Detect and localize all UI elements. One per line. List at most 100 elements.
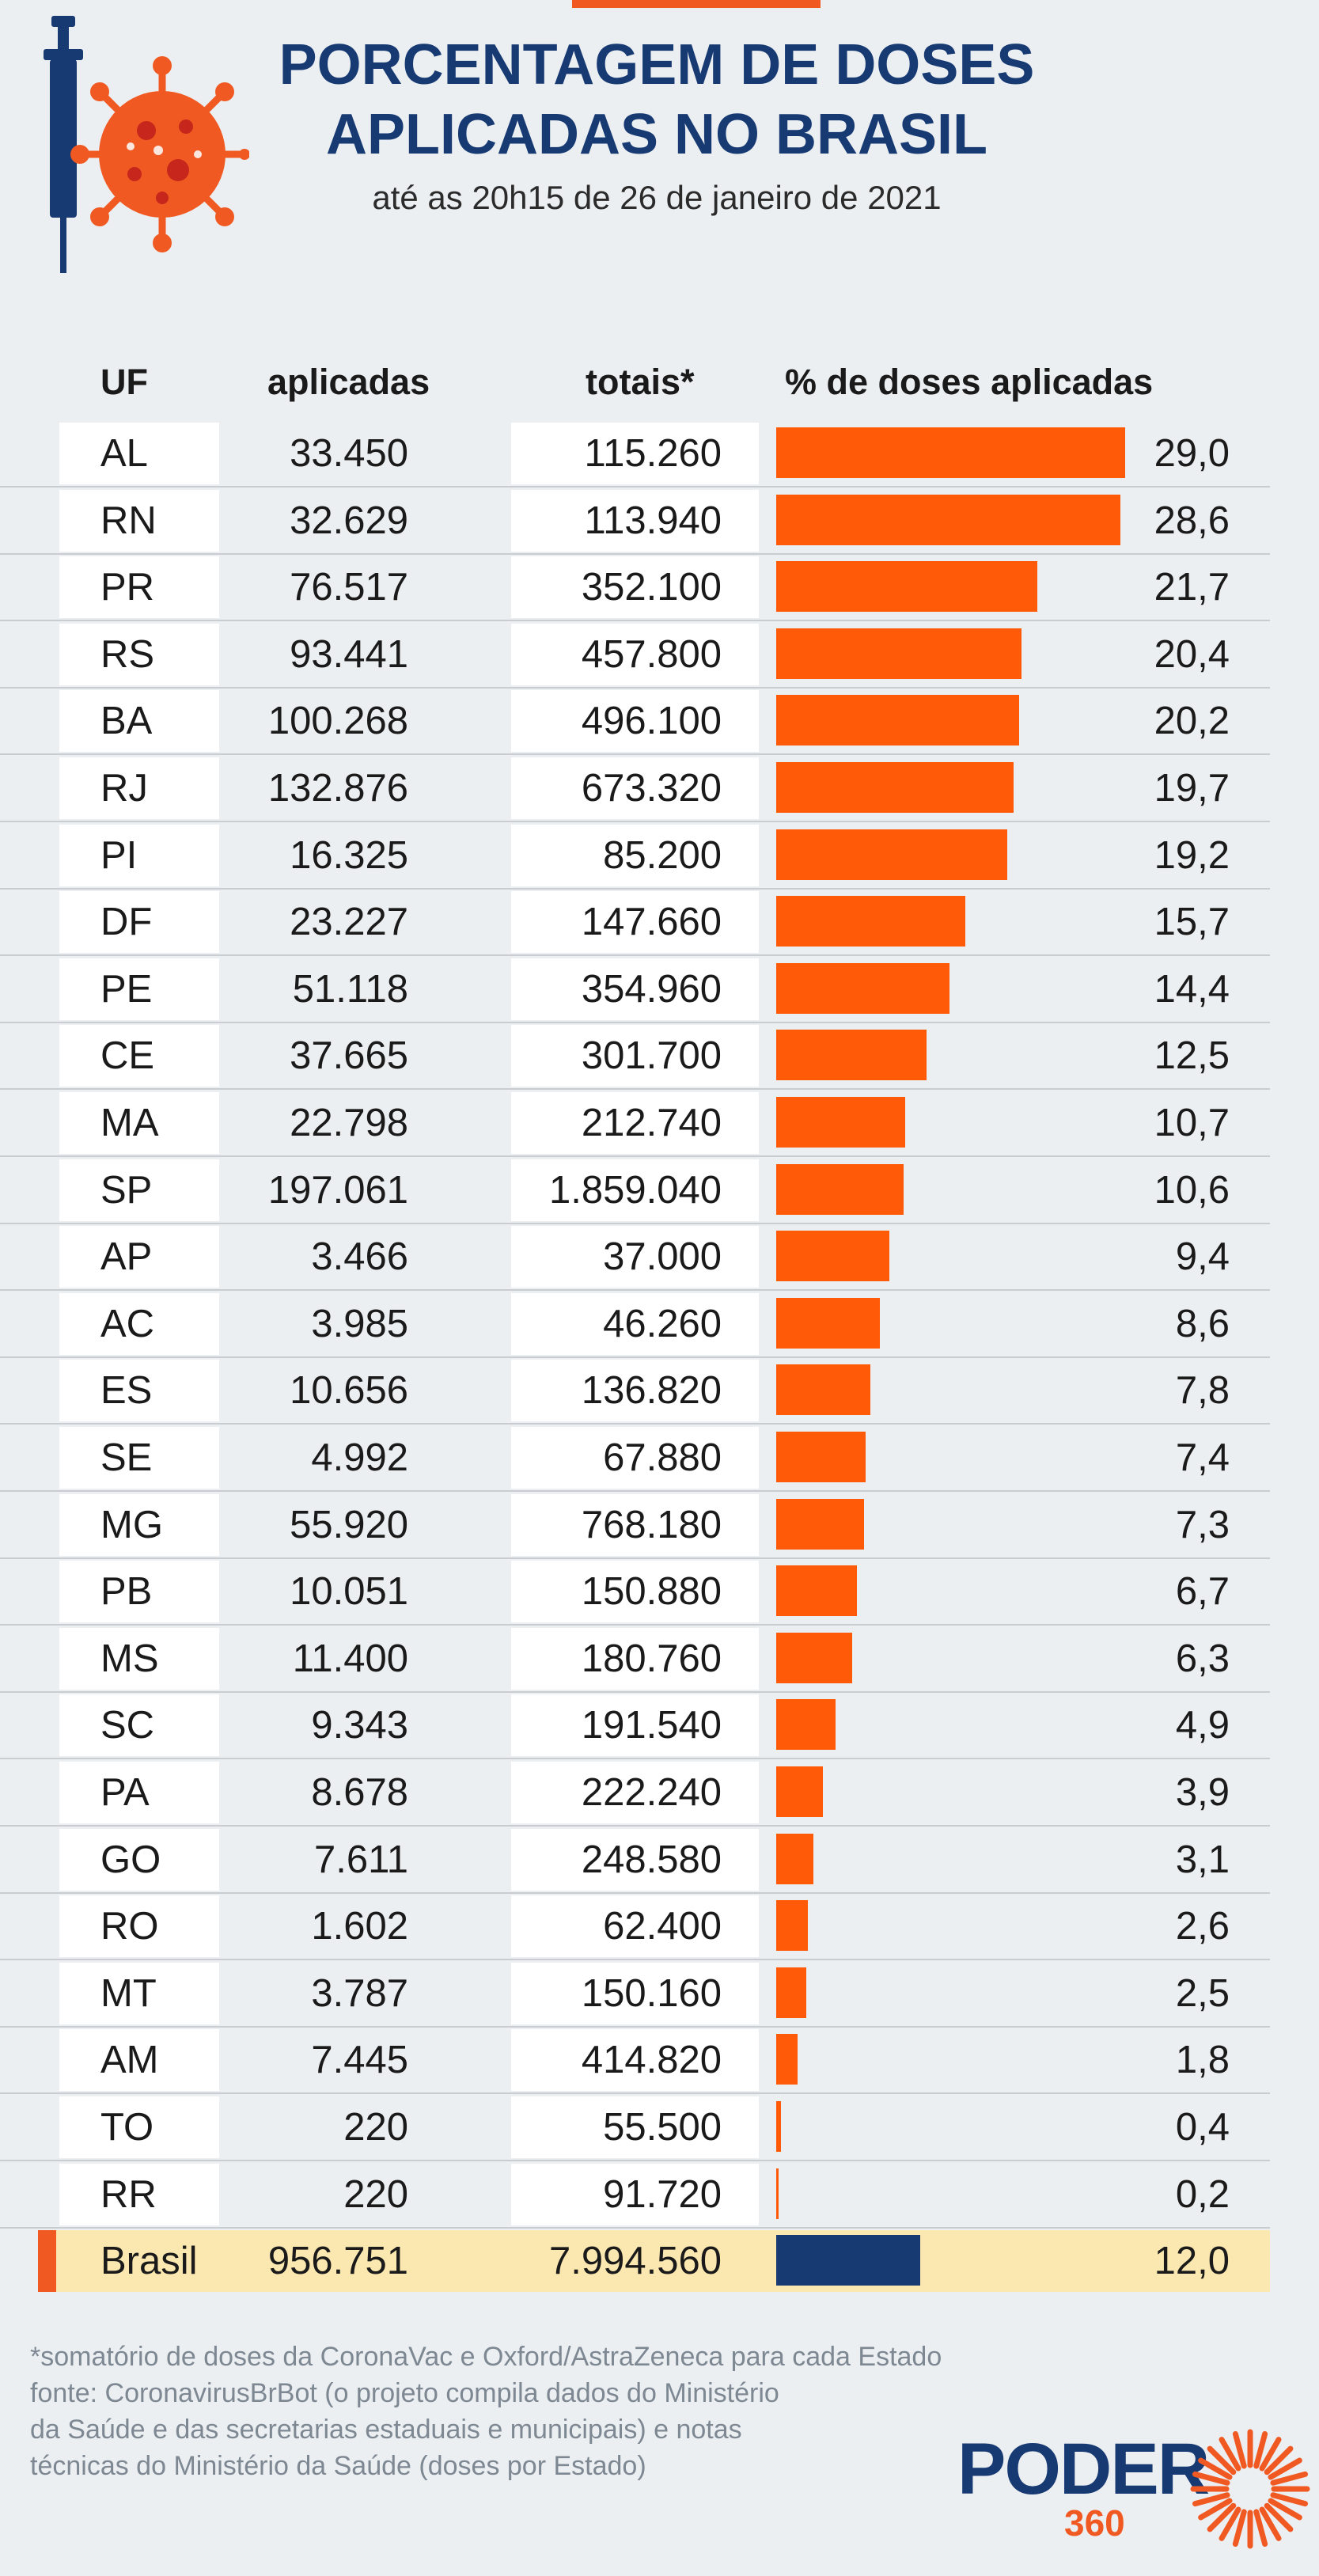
uf-label: PI xyxy=(100,834,138,877)
totais-value: 191.540 xyxy=(581,1704,722,1747)
uf-cell-bg xyxy=(59,958,219,1020)
aplicadas-value: 33.450 xyxy=(290,432,408,475)
table-row: TO 220 55.500 0,4 xyxy=(0,2094,1319,2161)
totais-value: 222.240 xyxy=(581,1771,722,1814)
uf-label: MG xyxy=(100,1504,163,1546)
sunburst-ray xyxy=(1259,2506,1282,2541)
row-divider xyxy=(0,1959,1270,1960)
sunburst-ray xyxy=(1270,2492,1309,2507)
row-divider xyxy=(0,1223,1270,1224)
totais-cell-bg xyxy=(511,891,759,953)
totais-cell-bg xyxy=(511,1494,759,1556)
row-divider xyxy=(0,1356,1270,1358)
aplicadas-value: 93.441 xyxy=(290,633,408,676)
aplicadas-value: 9.343 xyxy=(311,1704,408,1747)
pct-label: 0,2 xyxy=(1175,2173,1230,2216)
pct-bar xyxy=(776,1766,823,1817)
totais-value: 113.940 xyxy=(584,499,722,542)
brand-number: 360 xyxy=(1064,2502,1125,2544)
pct-label: 3,1 xyxy=(1175,1838,1230,1881)
totais-cell-bg xyxy=(511,490,759,552)
pct-bar xyxy=(776,1030,927,1080)
totais-cell-bg xyxy=(511,1561,759,1622)
sunburst-ray xyxy=(1219,2437,1241,2472)
uf-cell-bg xyxy=(59,1427,219,1489)
table-row: GO 7.611 248.580 3,1 xyxy=(0,1827,1319,1894)
sunburst-ray xyxy=(1232,2509,1247,2548)
total-row-marker xyxy=(38,2230,56,2292)
uf-cell-bg xyxy=(59,1694,219,1756)
row-divider xyxy=(0,954,1270,956)
aplicadas-value: 7.445 xyxy=(311,2039,408,2081)
totais-cell-bg xyxy=(511,1025,759,1087)
uf-cell-bg xyxy=(59,1092,219,1154)
aplicadas-value: 8.678 xyxy=(311,1771,408,1814)
totais-value: 414.820 xyxy=(581,2039,722,2081)
uf-cell-bg xyxy=(59,1762,219,1823)
pct-bar xyxy=(776,561,1037,612)
uf-label: CE xyxy=(100,1034,155,1077)
total-row: Brasil 956.751 7.994.560 12,0 xyxy=(0,2228,1319,2294)
uf-cell-bg xyxy=(59,2029,219,2091)
row-divider xyxy=(0,821,1270,822)
pct-label: 2,6 xyxy=(1175,1905,1230,1948)
table-row: PA 8.678 222.240 3,9 xyxy=(0,1759,1319,1827)
aplicadas-value: 22.798 xyxy=(290,1102,408,1144)
chart-title: PORCENTAGEM DE DOSES APLICADAS NO BRASIL xyxy=(237,30,1076,169)
uf-label: RR xyxy=(100,2173,157,2216)
pct-label: 9,4 xyxy=(1175,1235,1230,1278)
uf-label: PA xyxy=(100,1771,150,1814)
uf-label: MS xyxy=(100,1637,159,1680)
row-divider xyxy=(0,620,1270,621)
vaccine-logo xyxy=(44,16,249,273)
totais-value: 150.160 xyxy=(581,1972,722,2015)
pct-bar xyxy=(776,1164,904,1215)
pct-label: 12,5 xyxy=(1154,1034,1230,1077)
pct-bar xyxy=(776,2101,781,2152)
uf-label: PB xyxy=(100,1570,153,1613)
totais-value: 147.660 xyxy=(581,901,722,943)
uf-label: RJ xyxy=(100,767,148,810)
pct-label: 4,9 xyxy=(1175,1704,1230,1747)
uf-cell-bg xyxy=(59,1628,219,1690)
table-row: BA 100.268 496.100 20,2 xyxy=(0,688,1319,755)
table-row: SC 9.343 191.540 4,9 xyxy=(0,1692,1319,1759)
totais-value: 768.180 xyxy=(581,1504,722,1546)
aplicadas-value: 132.876 xyxy=(267,767,408,810)
row-divider xyxy=(0,1825,1270,1827)
aplicadas-value: 23.227 xyxy=(290,901,408,943)
uf-cell-bg xyxy=(59,423,219,484)
row-divider xyxy=(0,553,1270,555)
pct-label: 15,7 xyxy=(1154,901,1230,943)
sunburst-ray xyxy=(1207,2502,1237,2532)
pct-bar xyxy=(776,829,1007,880)
pct-bar xyxy=(776,2034,798,2085)
totais-value: 7.994.560 xyxy=(549,2240,722,2282)
sunburst-ray xyxy=(1192,2492,1230,2507)
aplicadas-value: 10.656 xyxy=(290,1369,408,1412)
totais-value: 180.760 xyxy=(581,1637,722,1680)
footnote-line-3: da Saúde e das secretarias estaduais e m… xyxy=(30,2415,742,2445)
totais-value: 62.400 xyxy=(603,1905,722,1948)
totais-value: 150.880 xyxy=(581,1570,722,1613)
uf-cell-bg xyxy=(59,2164,219,2225)
aplicadas-value: 3.466 xyxy=(311,1235,408,1278)
uf-label: SP xyxy=(100,1169,153,1212)
totais-cell-bg xyxy=(511,1159,759,1221)
footnote-line-4: técnicas do Ministério da Saúde (doses p… xyxy=(30,2451,646,2481)
uf-cell-bg xyxy=(59,1226,219,1288)
row-divider xyxy=(0,1624,1270,1626)
uf-label: GO xyxy=(100,1838,161,1881)
pct-label: 1,8 xyxy=(1175,2039,1230,2081)
totais-cell-bg xyxy=(511,556,759,618)
sunburst-ray xyxy=(1270,2471,1309,2486)
totais-value: 352.100 xyxy=(581,566,722,609)
totais-cell-bg xyxy=(511,1829,759,1891)
pct-bar xyxy=(776,1633,852,1683)
title-line-2: APLICADAS NO BRASIL xyxy=(325,103,987,166)
uf-label: MA xyxy=(100,1102,159,1144)
row-divider xyxy=(0,753,1270,755)
totais-value: 67.880 xyxy=(603,1436,722,1479)
table-row: RO 1.602 62.400 2,6 xyxy=(0,1893,1319,1960)
table-row: AM 7.445 414.820 1,8 xyxy=(0,2027,1319,2094)
